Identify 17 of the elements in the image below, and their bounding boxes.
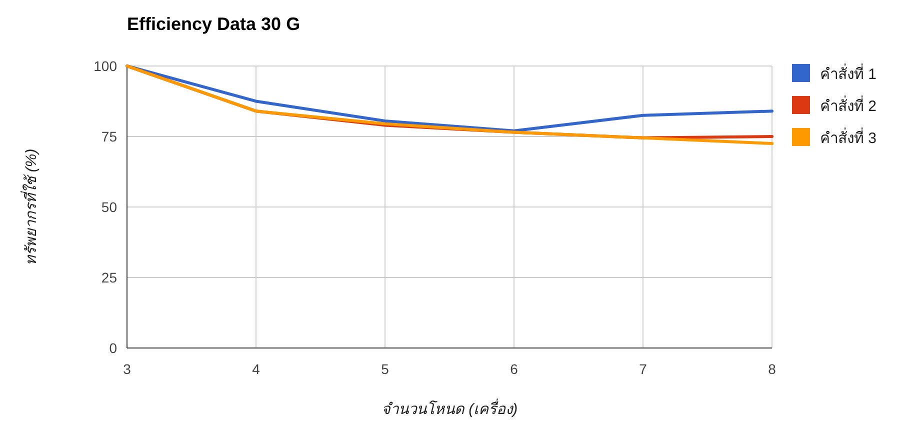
y-tick-label: 50 [101,199,118,215]
y-tick-label: 100 [94,58,118,74]
y-tick-label: 25 [101,270,118,286]
legend-label: คำสั่งที่ 2 [820,95,877,115]
legend-label: คำสั่งที่ 3 [820,127,877,147]
x-tick-label: 6 [510,361,518,377]
y-tick-label: 0 [109,340,118,356]
x-tick-label: 7 [639,361,648,377]
chart-title: Efficiency Data 30 G [127,14,300,34]
x-tick-label: 5 [381,361,390,377]
x-tick-label: 3 [123,361,132,377]
y-axis-title: ทรัพยากรที่ใช้ (%) [20,148,40,266]
x-axis-title: จำนวนโหนด (เครื่อง) [381,398,518,418]
x-tick-label: 8 [768,361,776,377]
legend-label: คำสั่งที่ 1 [820,63,877,83]
y-tick-label: 75 [101,128,118,144]
x-tick-label: 4 [252,361,260,377]
